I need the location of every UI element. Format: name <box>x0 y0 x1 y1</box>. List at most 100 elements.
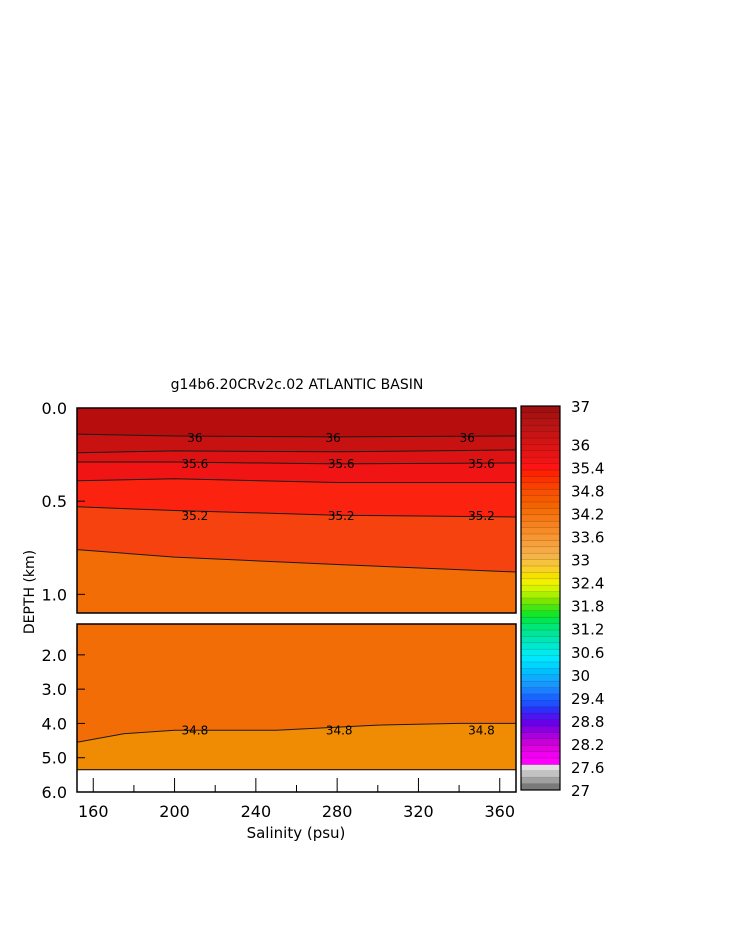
colorbar-label: 34.8 <box>571 482 604 500</box>
colorbar-label: 37 <box>571 398 590 416</box>
colorbar-label: 27 <box>571 782 590 800</box>
upper-frame <box>76 407 517 614</box>
band-34.6 <box>77 723 516 770</box>
colorbar-swatch <box>521 514 560 522</box>
colorbar-swatch <box>521 450 560 458</box>
colorbar-label: 34.2 <box>571 506 604 524</box>
colorbar: 37 36 35.4 34.8 34.2 33.6 33 32.4 31.8 31.2 30.6 30… <box>520 398 604 800</box>
colorbar-swatch <box>521 610 560 618</box>
contour-label-35.2: 35.2 <box>328 509 355 523</box>
colorbar-swatch <box>521 655 560 663</box>
colorbar-label: 31.8 <box>571 598 604 616</box>
x-axis-label: Salinity (psu) <box>247 824 346 842</box>
colorbar-swatch <box>521 438 560 445</box>
colorbar-swatch <box>521 668 560 676</box>
chart-title: g14b6.20CRv2c.02 ATLANTIC BASIN <box>171 377 424 393</box>
contour-label-36: 36 <box>325 431 340 445</box>
band-35.4 <box>77 462 516 483</box>
colorbar-label: 33.6 <box>571 529 604 547</box>
x-tick-label: 360 <box>484 802 515 821</box>
colorbar-label: 30 <box>571 667 590 685</box>
colorbar-swatch <box>521 764 560 772</box>
colorbar-swatch <box>521 463 560 471</box>
colorbar-swatch <box>521 751 560 759</box>
colorbar-swatch <box>521 649 560 656</box>
colorbar-swatch <box>521 476 560 484</box>
contour-line <box>76 506 517 518</box>
y-tick-label: 5.0 <box>42 749 67 768</box>
colorbar-swatch <box>521 540 560 548</box>
colorbar-swatch <box>521 623 560 631</box>
colorbar-swatch <box>521 713 560 720</box>
contour-label-36: 36 <box>187 431 202 445</box>
contour-label-34.8: 34.8 <box>182 723 209 737</box>
colorbar-swatch <box>521 694 560 701</box>
colorbar-label: 27.6 <box>571 759 604 777</box>
contour-line <box>76 549 517 573</box>
y-tick-label: 4.0 <box>42 714 67 733</box>
colorbar-label: 29.4 <box>571 690 604 708</box>
colorbar-label: 28.8 <box>571 713 604 731</box>
colorbar-swatch <box>521 745 560 752</box>
colorbar-label: 31.2 <box>571 621 604 639</box>
x-tick-label: 320 <box>403 802 434 821</box>
colorbar-swatch <box>521 604 560 612</box>
contour-label-34.8: 34.8 <box>326 723 353 737</box>
colorbar-swatch <box>521 598 560 605</box>
colorbar-swatch <box>521 662 560 669</box>
x-tick-label: 280 <box>322 802 353 821</box>
colorbar-swatch <box>521 681 560 688</box>
colorbar-swatch <box>521 457 560 464</box>
band-35.8 <box>77 449 516 464</box>
colorbar-swatch <box>521 770 560 778</box>
contour-line <box>76 722 516 743</box>
x-tick-label: 240 <box>241 802 272 821</box>
band-35.2 <box>77 478 516 517</box>
colorbar-swatch <box>521 630 560 637</box>
lower-panel: 34.8 34.8 34.8 2.0 3.0 4.0 5.0 6.0 <box>42 623 517 802</box>
colorbar-swatch <box>521 636 560 644</box>
band-34.8 <box>77 549 516 613</box>
colorbar-swatch <box>521 617 560 624</box>
colorbar-swatch <box>521 719 560 727</box>
colorbar-swatch <box>521 412 560 420</box>
contour-label-35.2: 35.2 <box>468 509 495 523</box>
colorbar-label: 30.6 <box>571 644 604 662</box>
colorbar-swatch <box>521 700 560 708</box>
x-tick-label: 160 <box>78 802 109 821</box>
band-36.2 <box>77 434 516 453</box>
colorbar-swatch <box>521 674 560 682</box>
colorbar-swatch <box>521 546 560 554</box>
contour-label-35.6: 35.6 <box>468 457 495 471</box>
colorbar-swatch <box>521 521 560 528</box>
colorbar-swatch <box>521 553 560 560</box>
colorbar-label: 32.4 <box>571 575 604 593</box>
colorbar-swatch <box>521 578 560 586</box>
contour-line <box>77 461 517 465</box>
band-34.8 <box>77 624 516 743</box>
colorbar-label: 35.4 <box>571 459 604 477</box>
colorbar-swatch <box>521 777 560 784</box>
colorbar-swatch <box>521 508 560 516</box>
contour-label-34.8: 34.8 <box>468 723 495 737</box>
colorbar-swatch <box>521 591 560 599</box>
colorbar-swatch <box>521 732 560 740</box>
colorbar-swatch <box>521 502 560 509</box>
colorbar-swatch <box>521 687 560 695</box>
colorbar-label: 33 <box>571 552 590 570</box>
colorbar-swatch <box>521 572 560 580</box>
colorbar-swatch <box>521 482 560 490</box>
y-tick-label: 3.0 <box>42 680 67 699</box>
band-36.6 <box>77 408 516 437</box>
contour-label-35.6: 35.6 <box>182 457 209 471</box>
colorbar-swatch <box>521 585 560 592</box>
colorbar-swatch <box>521 726 560 733</box>
colorbar-swatch <box>521 642 560 650</box>
colorbar-swatch <box>521 425 560 432</box>
y-tick-label: 0.0 <box>42 399 67 418</box>
contour-line <box>76 449 517 454</box>
upper-panel: 36 36 36 35.6 35.6 35.6 35.2 35.2 35.2 0.0 0.5 1.0 <box>42 399 517 614</box>
contour-label-35.2: 35.2 <box>182 509 209 523</box>
colorbar-swatch <box>521 758 560 765</box>
